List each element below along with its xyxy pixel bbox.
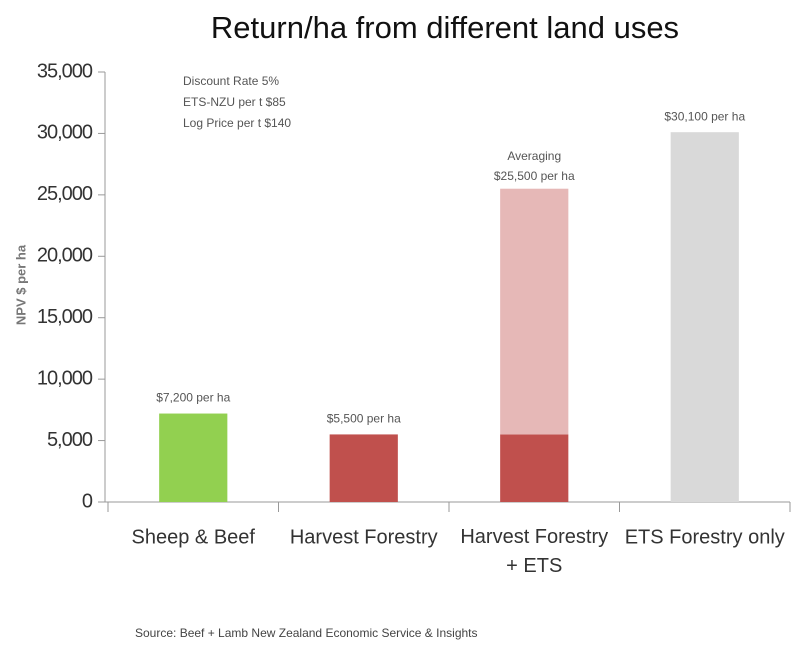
note: ETS-NZU per t $85 — [183, 95, 286, 109]
x-tick-label: ETS Forestry only — [625, 526, 785, 548]
y-tick-label: 20,000 — [37, 245, 93, 267]
chart-title: Return/ha from different land uses — [211, 10, 679, 45]
bar — [500, 434, 569, 502]
x-tick-label-line: + ETS — [506, 555, 562, 577]
y-tick-label: 0 — [82, 490, 93, 512]
bar — [670, 132, 739, 502]
x-tick-label-line: Harvest Forestry — [460, 526, 608, 548]
y-axis-label: NPV $ per ha — [13, 244, 28, 325]
y-tick-label: 15,000 — [37, 306, 93, 328]
x-tick-label: Harvest Forestry + ETS — [460, 526, 608, 577]
x-tick-label: Harvest Forestry — [290, 526, 438, 548]
source: Source: Beef + Lamb New Zealand Economic… — [135, 626, 478, 640]
stack-label: $25,500 per ha — [494, 169, 575, 183]
y-tick-label: 25,000 — [37, 183, 93, 205]
note: Discount Rate 5% — [183, 74, 279, 88]
y-tick-label: 35,000 — [37, 60, 93, 82]
data-label: $30,100 per ha — [664, 109, 745, 123]
bar — [500, 188, 569, 435]
y-tick-label: 10,000 — [37, 367, 93, 389]
note: Log Price per t $140 — [183, 116, 291, 130]
y-tick-label: 30,000 — [37, 122, 93, 144]
bar — [159, 413, 228, 502]
x-tick-label: Sheep & Beef — [132, 526, 256, 548]
data-label: $5,500 per ha — [327, 412, 401, 426]
stack-label: Averaging — [507, 149, 561, 163]
data-label: $7,200 per ha — [156, 391, 230, 405]
bar — [329, 434, 398, 502]
y-tick-label: 5,000 — [47, 429, 93, 451]
